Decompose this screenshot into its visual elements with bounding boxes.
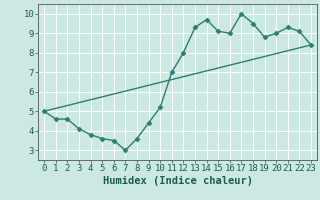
X-axis label: Humidex (Indice chaleur): Humidex (Indice chaleur) [103, 176, 252, 186]
